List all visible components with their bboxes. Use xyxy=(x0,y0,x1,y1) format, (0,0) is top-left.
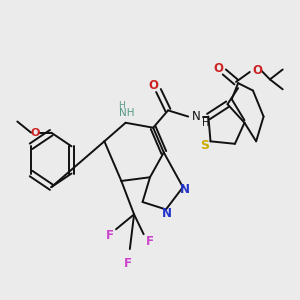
Text: H: H xyxy=(202,118,209,128)
Text: N: N xyxy=(192,110,201,123)
Text: O: O xyxy=(31,128,40,138)
Text: O: O xyxy=(252,64,262,77)
Text: O: O xyxy=(148,79,158,92)
Text: N: N xyxy=(180,183,190,196)
Text: F: F xyxy=(124,257,132,270)
Text: F: F xyxy=(146,235,154,248)
Text: F: F xyxy=(106,229,114,242)
Text: NH: NH xyxy=(119,108,134,118)
Text: S: S xyxy=(200,139,208,152)
Text: H: H xyxy=(118,101,125,110)
Text: N: N xyxy=(162,207,172,220)
Text: O: O xyxy=(213,62,223,75)
